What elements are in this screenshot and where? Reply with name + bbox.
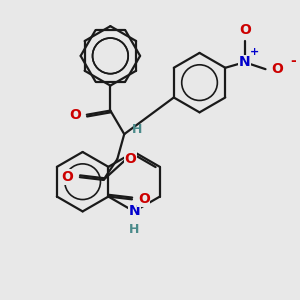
Text: O: O bbox=[61, 170, 73, 184]
Text: H: H bbox=[132, 123, 142, 136]
Text: N: N bbox=[239, 55, 250, 69]
Text: O: O bbox=[272, 62, 283, 76]
Text: -: - bbox=[290, 54, 296, 68]
Text: O: O bbox=[138, 192, 150, 206]
Text: H: H bbox=[129, 223, 139, 236]
Text: +: + bbox=[250, 47, 259, 57]
Text: O: O bbox=[69, 108, 81, 122]
Text: O: O bbox=[124, 152, 136, 166]
Text: N: N bbox=[128, 204, 140, 218]
Text: O: O bbox=[239, 22, 250, 37]
